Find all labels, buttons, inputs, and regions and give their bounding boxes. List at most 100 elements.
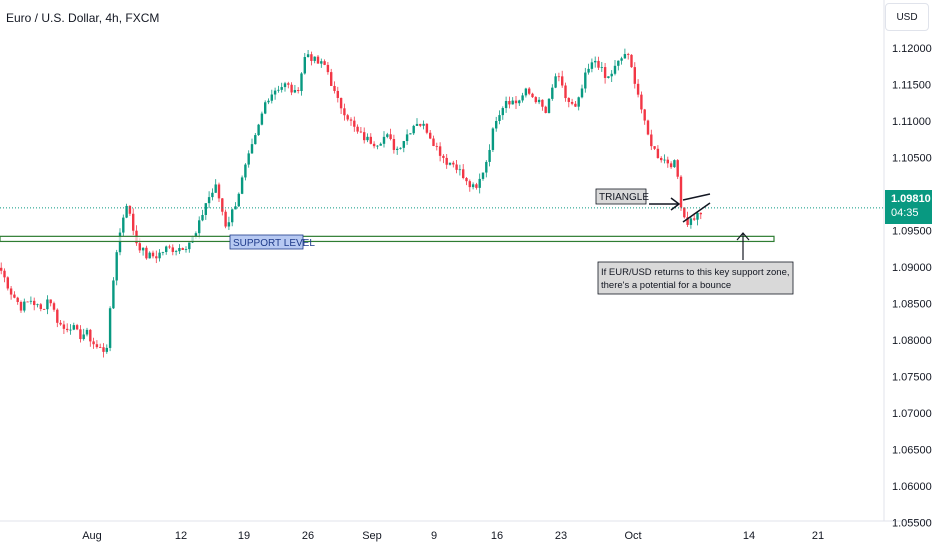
candle-body [174,251,178,252]
candle-body [23,301,26,311]
candle-body [310,54,313,61]
y-tick-label: 1.07500 [892,372,932,384]
candle-body [151,252,155,257]
candle-body [145,247,148,259]
candle-body [402,141,405,148]
candle-body [547,98,551,113]
candle-body [247,153,250,165]
y-tick-label: 1.09000 [892,262,932,274]
candle-body [633,67,636,84]
candle-body [498,115,501,122]
candle-body [333,85,336,91]
candle-body [313,56,316,61]
candle-body [297,90,300,92]
candle-body [597,60,600,68]
y-tick-label: 1.11000 [892,116,931,128]
candle-body [36,304,39,306]
currency-button[interactable]: USD [885,3,929,31]
y-tick-label: 1.06000 [892,481,932,493]
note-box [597,261,794,295]
y-tick-label: 1.07000 [892,408,932,420]
candle-body [363,132,366,141]
candle-body [42,308,46,310]
candle-body [125,205,128,218]
bar-countdown: 04:35 [891,207,919,219]
candle-body [485,161,488,173]
last-price-tag: 1.09810 04:35 [885,190,932,224]
candle-body [204,203,207,215]
candle-body [693,218,696,220]
candle-body [452,162,455,165]
support-label: SUPPORT LEVEL [233,238,315,249]
candle-body [488,149,491,162]
candle-body [481,172,485,179]
candle-body [188,242,191,250]
y-tick-label: 1.09500 [892,226,932,238]
candle-body [422,123,425,126]
candle-body [415,123,419,126]
triangle-lower-line [682,202,711,223]
candle-body [468,181,471,188]
candle-body [442,155,445,158]
candle-body [462,169,465,179]
candle-body [448,162,452,165]
candle-body [207,197,211,204]
candle-body [590,62,594,69]
y-tick-label: 1.08000 [892,335,932,347]
x-tick-label: 19 [238,530,250,542]
candle-body [683,207,686,218]
candle-body [267,100,270,103]
candle-body [316,56,320,64]
y-tick-label: 1.10500 [892,153,932,165]
candle-body [158,252,161,259]
support-zone [0,235,775,243]
x-tick-label: Sep [362,530,382,542]
candle-body [425,123,429,133]
candle-body [105,347,108,352]
candle-body [148,252,151,259]
candle-body [389,134,392,140]
candle-body [432,138,435,146]
support-label-box [229,234,304,250]
candle-body [306,54,310,58]
candle-body [231,209,234,223]
candle-body [59,322,62,325]
candle-body [574,103,577,107]
candle-body [112,280,115,309]
candle-body [300,73,303,92]
candle-body [349,119,353,121]
x-tick-label: Aug [82,530,102,542]
candle-body [379,143,382,146]
candle-body [339,97,343,109]
candle-body [382,136,386,144]
candle-body [610,73,613,77]
candle-body [554,76,557,88]
candle-body [570,101,574,104]
candle-body [270,94,273,101]
candle-body [580,88,584,98]
candle-body [273,90,277,95]
candle-body [600,67,603,68]
candle-body [141,247,145,251]
candle-body [376,145,379,147]
candle-body [471,184,475,188]
candle-body [603,67,607,78]
candle-body [244,164,247,178]
x-tick-label: 21 [812,530,824,542]
candle-body [211,192,214,198]
candle-body [511,100,514,105]
candle-body [254,135,257,145]
candle-body [412,125,415,134]
candle-body [138,243,141,251]
candle-body [445,157,448,165]
candle-body [303,57,306,74]
candle-body [79,329,82,340]
candle-body [465,178,468,182]
candle-body [161,252,165,253]
candle-body [290,84,293,93]
candle-body [640,94,643,110]
candle-body [165,246,168,253]
candle-body [3,270,6,278]
